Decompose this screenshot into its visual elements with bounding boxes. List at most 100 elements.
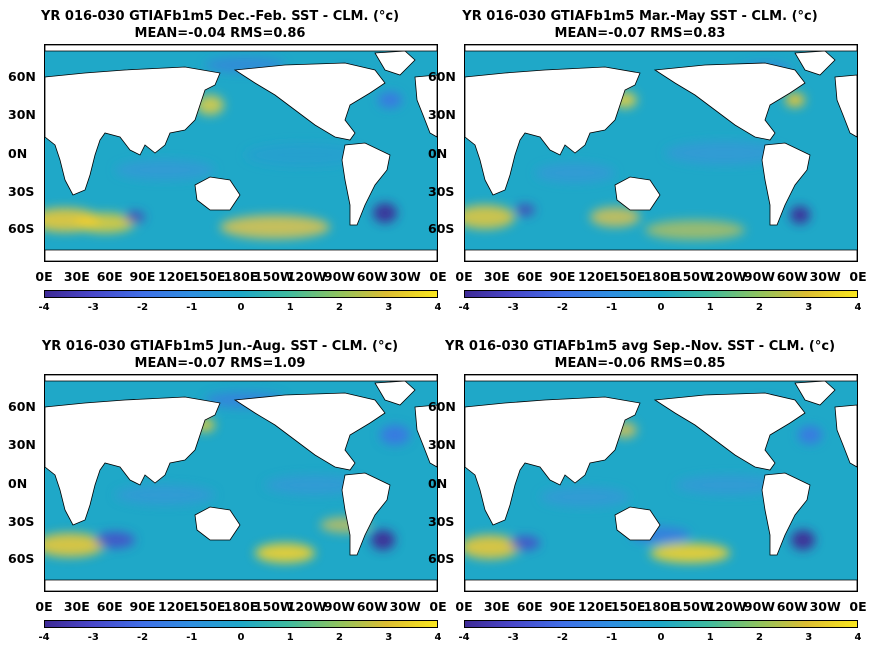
lon-label: 120E	[158, 269, 193, 284]
lon-label: 60E	[516, 269, 543, 284]
lon-label: 0E	[849, 269, 867, 284]
anomaly-blob	[540, 487, 630, 507]
lon-label: 180E	[223, 269, 259, 284]
colorbar-tick-label: -3	[507, 632, 519, 643]
landmass	[194, 176, 241, 211]
lon-label: 0E	[35, 599, 53, 614]
lon-label: 30W	[809, 599, 841, 614]
landmass	[414, 74, 437, 138]
colorbar-tick-label: -1	[186, 302, 198, 313]
map-field	[465, 45, 857, 261]
panel-title: YR 016-030 GTIAFb1m5 avg Sep.-Nov. SST -…	[444, 339, 836, 354]
lat-label: 60N	[8, 69, 36, 84]
colorbar-tick-label: 4	[854, 632, 862, 643]
anomaly-blob	[371, 530, 395, 550]
sst-anomaly-map	[464, 44, 858, 262]
anomaly-blob	[95, 532, 135, 548]
anomaly-blob	[115, 485, 215, 505]
lon-axis: 0E 30E 60E 90E 120E 150E 180E 150W 120W 90W 60W 30W…	[34, 599, 454, 614]
landmass	[194, 506, 241, 541]
lon-label: 120W	[286, 599, 327, 614]
anomaly-blob	[45, 533, 105, 557]
lon-axis: 0E 30E 60E 90E 120E 150E 180E 150W 120W 90W 60W 30W…	[454, 599, 874, 614]
lon-label: 60W	[356, 269, 388, 284]
landmass	[614, 506, 661, 541]
map-field	[465, 375, 857, 591]
anomaly-blob	[791, 530, 815, 550]
lon-label: 150W	[253, 599, 294, 614]
colorbar-tick-label: 4	[434, 302, 442, 313]
lat-label: 30S	[8, 514, 35, 529]
panel-djf: YR 016-030 GTIAFb1m5 Dec.-Feb. SST - CLM…	[0, 0, 447, 320]
colorbar-tick-label: -4	[458, 302, 470, 313]
colorbar-tick-label: 1	[286, 632, 294, 643]
lon-label: 30E	[483, 269, 510, 284]
colorbar-tick-label: -2	[136, 632, 149, 643]
lon-label: 0E	[455, 269, 473, 284]
landmass	[614, 176, 661, 211]
colorbar-tick-label: 3	[385, 302, 393, 313]
anomaly-blob	[790, 206, 810, 224]
anomaly-blob	[125, 211, 145, 223]
lon-label: 120W	[706, 269, 747, 284]
lon-label: 90W	[323, 599, 356, 614]
lon-label: 60W	[776, 599, 808, 614]
landmass	[45, 66, 221, 196]
lat-label: 60N	[8, 399, 36, 414]
lat-label: 30N	[8, 107, 36, 122]
panel-subtitle: MEAN=-0.04 RMS=0.86	[134, 26, 306, 41]
anomaly-blob	[255, 543, 315, 563]
lon-label: 120W	[286, 269, 327, 284]
lon-label: 120E	[158, 599, 193, 614]
colorbar-tick-label: 0	[657, 632, 665, 643]
colorbar-tick-label: -3	[87, 302, 99, 313]
lon-label: 180E	[223, 599, 259, 614]
lon-label: 0E	[35, 269, 53, 284]
colorbar-tick-label: -3	[87, 632, 99, 643]
colorbar-tick-label: 2	[756, 632, 763, 643]
lon-label: 90E	[129, 269, 156, 284]
lon-label: 30E	[63, 269, 90, 284]
lon-label: 0E	[429, 269, 447, 284]
anomaly-blob	[465, 205, 515, 229]
colorbar-tick-label: 2	[756, 302, 763, 313]
colorbar-tick-label: 4	[434, 632, 442, 643]
lon-label: 30W	[809, 269, 841, 284]
anomaly-blob	[785, 93, 805, 107]
colorbar-tick-label: -2	[136, 302, 149, 313]
anomaly-blob	[510, 536, 540, 550]
landmass	[45, 375, 437, 382]
landmass	[341, 472, 391, 556]
landmass	[465, 579, 857, 591]
anomaly-blob	[220, 215, 330, 239]
colorbar-tick-label: -1	[606, 302, 618, 313]
lon-label: 120W	[706, 599, 747, 614]
anomaly-blob	[245, 143, 365, 167]
lon-label: 120E	[578, 269, 613, 284]
anomaly-blob	[515, 204, 535, 216]
lon-label: 30W	[389, 269, 421, 284]
colorbar-tick-label: -3	[507, 302, 519, 313]
lat-label: 0N	[8, 146, 28, 161]
anomaly-blob	[115, 160, 215, 180]
lat-label: 60N	[428, 399, 456, 414]
lon-label: 150E	[610, 599, 646, 614]
anomaly-blob	[650, 543, 730, 563]
lat-label: 0N	[428, 476, 448, 491]
lon-label: 60W	[356, 599, 388, 614]
panel-subtitle: MEAN=-0.07 RMS=0.83	[554, 26, 726, 41]
colorbar-tick-label: -2	[556, 632, 569, 643]
lat-label: 60S	[428, 551, 455, 566]
lon-label: 120E	[578, 599, 613, 614]
panel-mam: YR 016-030 GTIAFb1m5 Mar.-May SST - CLM.…	[420, 0, 867, 320]
lat-label: 30N	[428, 107, 456, 122]
colorbar-tick-label: -4	[38, 632, 50, 643]
landmass	[653, 392, 806, 471]
anomaly-blob	[380, 425, 410, 445]
colorbar-tick-label: -4	[38, 302, 50, 313]
landmass	[465, 375, 857, 382]
lat-label: 60S	[8, 221, 35, 236]
anomaly-blob	[675, 475, 785, 495]
panel-title: YR 016-030 GTIAFb1m5 Mar.-May SST - CLM.…	[462, 9, 818, 24]
lon-label: 90W	[323, 269, 356, 284]
